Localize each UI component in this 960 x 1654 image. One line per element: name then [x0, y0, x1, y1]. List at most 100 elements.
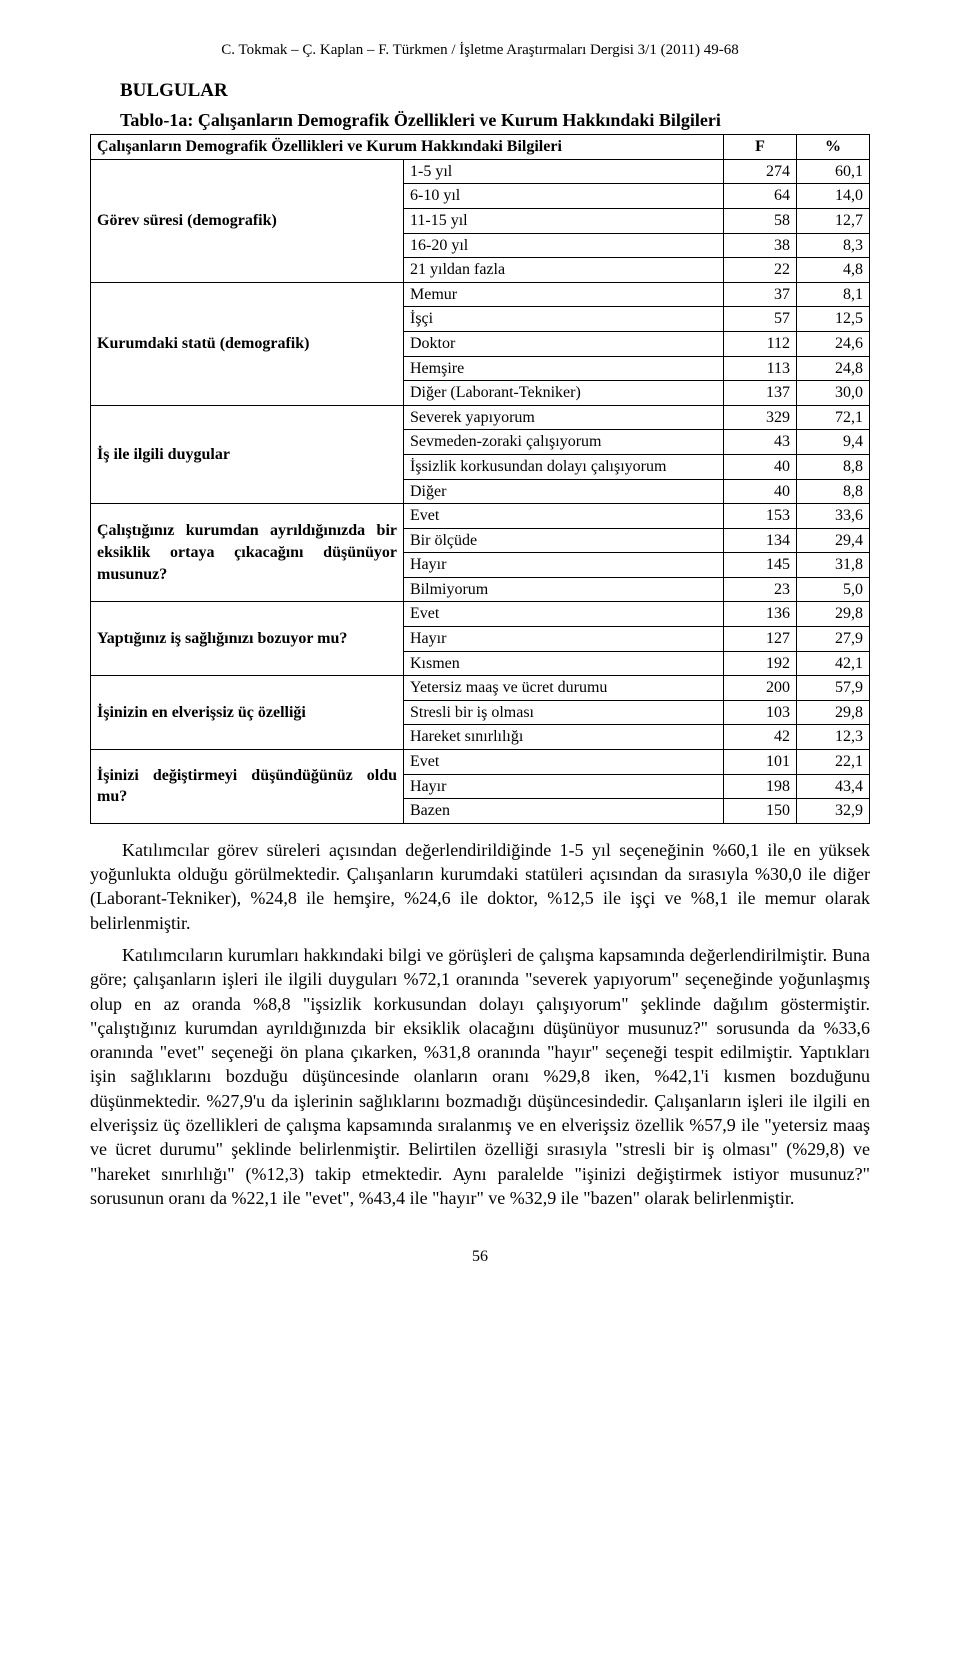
value-label: Hayır — [404, 627, 724, 652]
value-percent: 42,1 — [797, 651, 870, 676]
value-percent: 12,3 — [797, 725, 870, 750]
group-head: İşinizin en elverişsiz üç özelliği — [91, 676, 404, 750]
value-percent: 8,8 — [797, 454, 870, 479]
value-label: Hayır — [404, 553, 724, 578]
value-f: 112 — [724, 331, 797, 356]
running-head: C. Tokmak – Ç. Kaplan – F. Türkmen / İşl… — [90, 40, 870, 60]
value-label: 6-10 yıl — [404, 184, 724, 209]
value-f: 113 — [724, 356, 797, 381]
value-percent: 27,9 — [797, 627, 870, 652]
value-f: 200 — [724, 676, 797, 701]
table-row: Kurumdaki statü (demografik)Memur378,1 — [91, 282, 870, 307]
value-label: Yetersiz maaş ve ücret durumu — [404, 676, 724, 701]
value-label: Stresli bir iş olması — [404, 700, 724, 725]
header-percent: % — [797, 135, 870, 160]
table-row: İşinizi değiştirmeyi düşündüğünüz oldu m… — [91, 750, 870, 775]
value-label: Bir ölçüde — [404, 528, 724, 553]
value-percent: 29,8 — [797, 700, 870, 725]
value-label: Evet — [404, 504, 724, 529]
value-percent: 57,9 — [797, 676, 870, 701]
value-percent: 29,8 — [797, 602, 870, 627]
value-f: 101 — [724, 750, 797, 775]
table-row: Yaptığınız iş sağlığınızı bozuyor mu?Eve… — [91, 602, 870, 627]
value-percent: 60,1 — [797, 159, 870, 184]
value-label: Sevmeden-zoraki çalışıyorum — [404, 430, 724, 455]
group-head: İş ile ilgili duygular — [91, 405, 404, 503]
value-f: 134 — [724, 528, 797, 553]
value-label: Evet — [404, 750, 724, 775]
value-f: 40 — [724, 454, 797, 479]
value-percent: 22,1 — [797, 750, 870, 775]
value-percent: 8,1 — [797, 282, 870, 307]
value-percent: 9,4 — [797, 430, 870, 455]
value-f: 127 — [724, 627, 797, 652]
value-label: İşsizlik korkusundan dolayı çalışıyorum — [404, 454, 724, 479]
section-title: BULGULAR — [120, 78, 870, 104]
table-row: Görev süresi (demografik)1-5 yıl27460,1 — [91, 159, 870, 184]
value-f: 150 — [724, 799, 797, 824]
value-f: 38 — [724, 233, 797, 258]
value-label: Hemşire — [404, 356, 724, 381]
value-label: Hareket sınırlılığı — [404, 725, 724, 750]
value-label: Diğer (Laborant-Tekniker) — [404, 381, 724, 406]
header-label: Çalışanların Demografik Özellikleri ve K… — [91, 135, 724, 160]
value-f: 43 — [724, 430, 797, 455]
value-percent: 4,8 — [797, 258, 870, 283]
value-label: Diğer — [404, 479, 724, 504]
value-label: Hayır — [404, 774, 724, 799]
value-f: 37 — [724, 282, 797, 307]
table-caption: Tablo-1a: Çalışanların Demografik Özelli… — [120, 108, 870, 132]
value-f: 58 — [724, 208, 797, 233]
value-percent: 8,8 — [797, 479, 870, 504]
value-label: Bazen — [404, 799, 724, 824]
value-percent: 12,7 — [797, 208, 870, 233]
value-f: 153 — [724, 504, 797, 529]
value-percent: 29,4 — [797, 528, 870, 553]
value-f: 64 — [724, 184, 797, 209]
value-f: 103 — [724, 700, 797, 725]
value-label: 16-20 yıl — [404, 233, 724, 258]
value-f: 329 — [724, 405, 797, 430]
value-percent: 30,0 — [797, 381, 870, 406]
value-percent: 24,8 — [797, 356, 870, 381]
group-head: Görev süresi (demografik) — [91, 159, 404, 282]
table-header-row: Çalışanların Demografik Özellikleri ve K… — [91, 135, 870, 160]
value-percent: 12,5 — [797, 307, 870, 332]
value-label: Memur — [404, 282, 724, 307]
value-percent: 72,1 — [797, 405, 870, 430]
header-f: F — [724, 135, 797, 160]
value-percent: 8,3 — [797, 233, 870, 258]
value-percent: 24,6 — [797, 331, 870, 356]
value-label: İşçi — [404, 307, 724, 332]
value-f: 136 — [724, 602, 797, 627]
value-percent: 31,8 — [797, 553, 870, 578]
value-label: 21 yıldan fazla — [404, 258, 724, 283]
table-row: Çalıştığınız kurumdan ayrıldığınızda bir… — [91, 504, 870, 529]
value-f: 57 — [724, 307, 797, 332]
paragraph-2: Katılımcıların kurumları hakkındaki bilg… — [90, 943, 870, 1210]
value-label: 11-15 yıl — [404, 208, 724, 233]
value-percent: 14,0 — [797, 184, 870, 209]
value-label: Kısmen — [404, 651, 724, 676]
value-label: Doktor — [404, 331, 724, 356]
demographic-table: Çalışanların Demografik Özellikleri ve K… — [90, 134, 870, 824]
value-f: 198 — [724, 774, 797, 799]
value-f: 40 — [724, 479, 797, 504]
value-f: 23 — [724, 577, 797, 602]
value-percent: 43,4 — [797, 774, 870, 799]
group-head: Çalıştığınız kurumdan ayrıldığınızda bir… — [91, 504, 404, 602]
table-row: İş ile ilgili duygularSeverek yapıyorum3… — [91, 405, 870, 430]
page: C. Tokmak – Ç. Kaplan – F. Türkmen / İşl… — [0, 0, 960, 1328]
value-label: 1-5 yıl — [404, 159, 724, 184]
value-f: 22 — [724, 258, 797, 283]
table-row: İşinizin en elverişsiz üç özelliğiYeters… — [91, 676, 870, 701]
paragraph-1: Katılımcılar görev süreleri açısından de… — [90, 838, 870, 935]
group-head: Kurumdaki statü (demografik) — [91, 282, 404, 405]
value-percent: 32,9 — [797, 799, 870, 824]
value-f: 274 — [724, 159, 797, 184]
value-label: Severek yapıyorum — [404, 405, 724, 430]
value-f: 192 — [724, 651, 797, 676]
value-percent: 5,0 — [797, 577, 870, 602]
value-f: 42 — [724, 725, 797, 750]
value-percent: 33,6 — [797, 504, 870, 529]
